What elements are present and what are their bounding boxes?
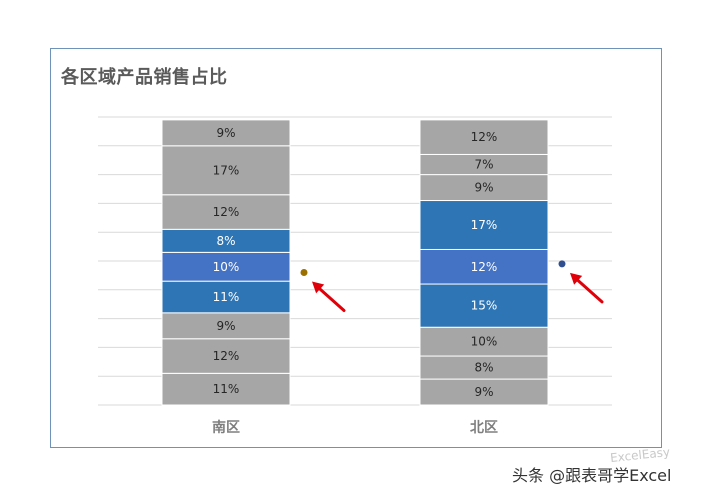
watermark-text: 头条 @跟表哥学Excel — [512, 466, 672, 485]
data-label: 9% — [216, 126, 235, 140]
data-label: 17% — [471, 218, 498, 232]
bar-segment — [419, 326, 549, 357]
bar-segment — [161, 145, 291, 196]
bar-segment — [161, 119, 291, 147]
chart-frame: 各区域产品销售占比 — [50, 48, 662, 448]
data-label: 12% — [213, 349, 240, 363]
data-label: 8% — [216, 234, 235, 248]
data-label: 12% — [213, 205, 240, 219]
bar-segment — [161, 312, 291, 340]
arrow-shaft — [572, 275, 604, 304]
bar-segment — [161, 194, 291, 230]
chart-title: 各区域产品销售占比 — [61, 67, 228, 88]
marker-dot — [558, 260, 566, 268]
arrow-head — [570, 272, 583, 285]
arrow-shaft — [314, 284, 346, 313]
data-label: 9% — [474, 181, 493, 195]
category-label: 南区 — [212, 419, 240, 436]
marker-dot — [300, 269, 308, 277]
bar-segment — [161, 251, 291, 282]
bar-segment — [419, 119, 549, 155]
data-label: 9% — [474, 385, 493, 399]
data-label: 10% — [471, 335, 498, 349]
bar-segment — [161, 280, 291, 314]
data-label: 7% — [474, 158, 493, 172]
bar-segment — [161, 372, 291, 406]
bar-segment — [161, 338, 291, 374]
data-label: 11% — [213, 290, 240, 304]
bar-segment — [419, 200, 549, 250]
data-label: 11% — [213, 382, 240, 396]
data-label: 17% — [213, 163, 240, 177]
data-label: 10% — [213, 260, 240, 274]
data-label: 12% — [471, 260, 498, 274]
category-label: 北区 — [470, 420, 498, 436]
data-label: 8% — [474, 361, 493, 375]
data-label: 12% — [471, 130, 498, 144]
arrow-head — [312, 281, 325, 294]
bar-segment — [419, 378, 549, 406]
bar-segment — [419, 248, 549, 285]
data-label: 9% — [216, 319, 235, 333]
data-label: 15% — [471, 299, 498, 313]
